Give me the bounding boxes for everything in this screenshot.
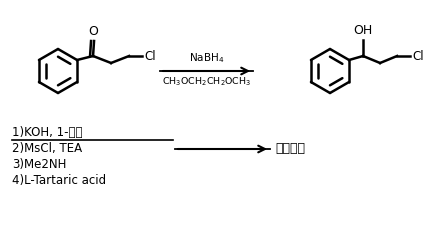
Text: 2)MsCl, TEA: 2)MsCl, TEA [12,142,82,155]
Text: Cl: Cl [144,50,156,62]
Text: NaBH$_4$: NaBH$_4$ [189,51,224,65]
Text: CH$_3$OCH$_2$CH$_2$OCH$_3$: CH$_3$OCH$_2$CH$_2$OCH$_3$ [162,76,251,88]
Text: 3)Me2NH: 3)Me2NH [12,158,66,171]
Text: O: O [88,25,98,38]
Text: 达泊西汀: 达泊西汀 [275,143,305,156]
Text: 4)L-Tartaric acid: 4)L-Tartaric acid [12,174,106,187]
Text: OH: OH [354,24,373,37]
Text: 1)KOH, 1-氟萸: 1)KOH, 1-氟萸 [12,126,83,139]
Text: Cl: Cl [412,50,424,62]
